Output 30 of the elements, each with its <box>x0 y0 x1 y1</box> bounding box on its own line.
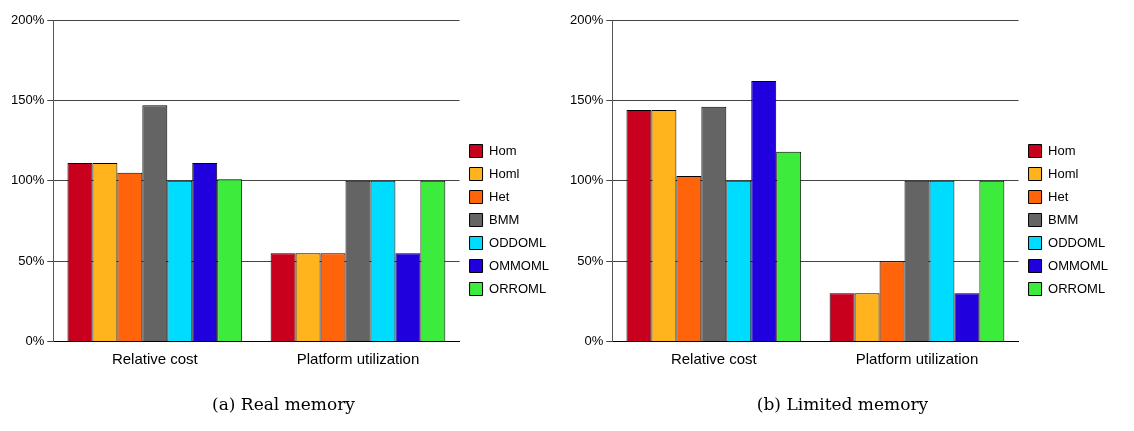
y-tick-label: 150% <box>570 91 604 107</box>
y-tick-label: 0% <box>25 333 45 349</box>
legend-label: OMMOML <box>489 257 550 273</box>
legend-label: ORROML <box>489 280 547 296</box>
text: (a) Real memory <box>212 394 356 415</box>
y-tick-label: 0% <box>584 333 604 349</box>
legend-label: ORROML <box>1048 280 1106 296</box>
y-tick-label: 100% <box>11 172 45 188</box>
y-tick-label: 50% <box>577 252 604 268</box>
x-tick-label: Platform utilization <box>855 349 979 367</box>
legend-label: OMMOML <box>1048 257 1109 273</box>
x-tick-label: Platform utilization <box>296 349 420 367</box>
x-tick-label: Relative cost <box>670 349 758 367</box>
legend-label: Hom <box>489 142 517 158</box>
y-tick-label: 200% <box>570 11 604 27</box>
legend-label: BMM <box>489 211 520 227</box>
y-tick-label: 150% <box>11 91 45 107</box>
y-tick-label: 50% <box>18 252 45 268</box>
legend-label: ODDOML <box>1048 234 1106 250</box>
y-tick-label: 100% <box>570 172 604 188</box>
legend-label: Het <box>489 188 510 204</box>
legend-label: Homl <box>489 165 520 181</box>
legend-label: ODDOML <box>489 234 547 250</box>
legend-label: Homl <box>1048 165 1079 181</box>
text: (b) Limited memory <box>756 394 929 415</box>
y-tick-label: 200% <box>11 11 45 27</box>
x-tick-label: Relative cost <box>111 349 199 367</box>
legend-label: Het <box>1048 188 1069 204</box>
legend-label: Hom <box>1048 142 1076 158</box>
legend-label: BMM <box>1048 211 1079 227</box>
